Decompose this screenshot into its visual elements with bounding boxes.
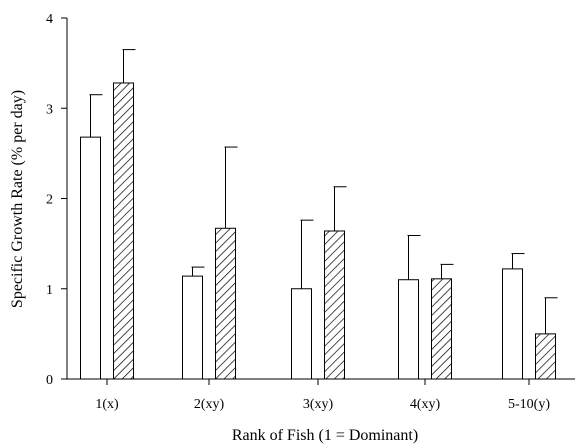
bar bbox=[215, 227, 236, 380]
bar bbox=[182, 275, 203, 380]
bar bbox=[324, 230, 345, 380]
y-tick-label: 4 bbox=[46, 12, 53, 27]
bar bbox=[80, 136, 101, 380]
x-tick-label: 1(x) bbox=[95, 397, 119, 412]
bar bbox=[113, 82, 134, 380]
bar bbox=[431, 278, 452, 380]
y-axis-title: Specific Growth Rate (% per day) bbox=[9, 90, 26, 308]
y-tick-label: 2 bbox=[46, 193, 53, 208]
x-tick-label: 2(xy) bbox=[194, 397, 225, 412]
y-tick-label: 3 bbox=[46, 102, 53, 117]
x-axis-title: Rank of Fish (1 = Dominant) bbox=[232, 427, 418, 444]
bar bbox=[502, 268, 523, 380]
axes: 0 1 2 3 4 1(x) 2(xy) 3(xy) 4(xy) 5-10(y) bbox=[46, 12, 575, 412]
x-tick-label: 3(xy) bbox=[303, 397, 334, 412]
bar bbox=[398, 279, 419, 380]
y-tick-label: 1 bbox=[46, 283, 53, 298]
bar bbox=[535, 333, 556, 380]
x-tick-label: 4(xy) bbox=[410, 397, 441, 412]
bar bbox=[291, 288, 312, 380]
x-tick-label: 5-10(y) bbox=[508, 397, 550, 412]
y-tick-label: 0 bbox=[46, 373, 53, 388]
plot-marks bbox=[80, 49, 558, 380]
